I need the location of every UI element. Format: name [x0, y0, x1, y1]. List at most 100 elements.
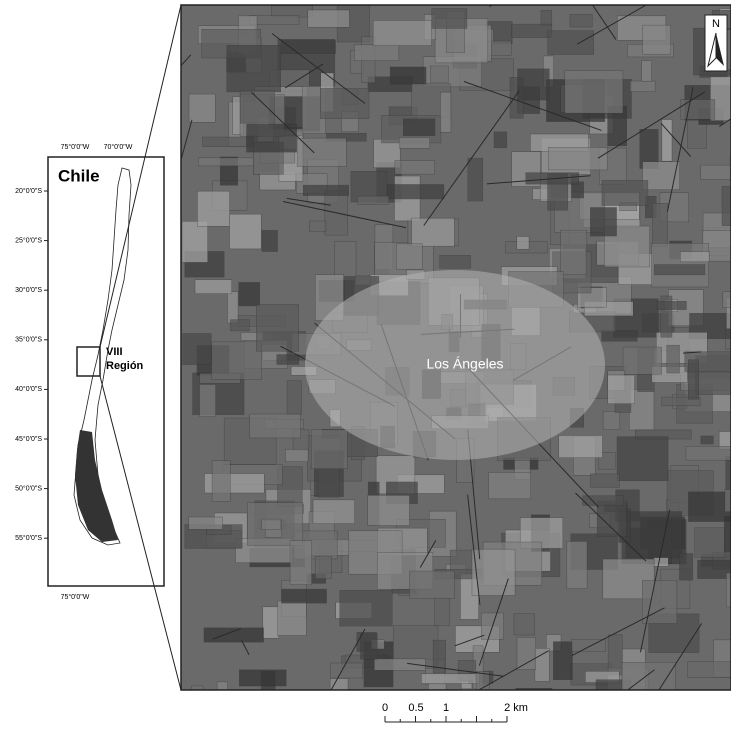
field	[262, 519, 281, 530]
field	[320, 88, 369, 118]
field	[197, 191, 229, 226]
field	[476, 672, 489, 693]
lat-label: 50°0'0"S	[15, 484, 42, 492]
field	[701, 436, 714, 444]
north-label: N	[712, 18, 720, 30]
field	[643, 25, 671, 54]
field	[277, 355, 299, 365]
field	[617, 437, 668, 481]
field	[212, 461, 230, 502]
field	[239, 670, 286, 686]
field	[198, 158, 254, 166]
field	[239, 282, 260, 306]
field	[623, 347, 662, 374]
field	[559, 435, 603, 457]
field	[643, 162, 680, 190]
field	[403, 119, 435, 136]
field	[230, 214, 262, 249]
field	[230, 320, 249, 331]
field	[278, 601, 307, 636]
field	[182, 221, 208, 262]
field	[626, 512, 682, 558]
field	[548, 31, 594, 55]
field	[654, 265, 705, 275]
field	[354, 45, 399, 61]
field	[553, 642, 572, 680]
field	[285, 449, 308, 461]
field	[195, 280, 232, 294]
field	[511, 24, 551, 38]
field	[654, 558, 668, 567]
field	[723, 292, 731, 308]
field	[202, 137, 254, 147]
field	[399, 137, 430, 148]
field	[570, 14, 592, 27]
field	[688, 492, 731, 522]
field	[256, 304, 298, 351]
field	[695, 528, 725, 558]
field	[204, 628, 264, 642]
field	[330, 679, 348, 725]
field	[358, 196, 389, 204]
field	[688, 662, 731, 678]
field	[608, 635, 622, 675]
lat-label: 30°0'0"S	[15, 286, 42, 294]
field	[421, 674, 479, 684]
field	[608, 375, 635, 404]
field	[535, 648, 549, 681]
field	[282, 589, 327, 603]
field	[434, 598, 449, 626]
field	[517, 236, 529, 249]
field	[240, 90, 274, 123]
field	[189, 517, 223, 529]
lon-label: 70°0'0"W	[104, 143, 133, 151]
lat-label: 40°0'0"S	[15, 385, 42, 393]
field	[494, 132, 507, 148]
field	[541, 10, 552, 25]
region-label: VIII	[106, 346, 123, 358]
field	[290, 541, 312, 585]
field	[701, 165, 731, 179]
field	[373, 20, 432, 45]
field	[315, 557, 332, 579]
lat-label: 35°0'0"S	[15, 336, 42, 344]
field	[518, 69, 550, 100]
field	[657, 301, 686, 309]
field	[440, 255, 471, 268]
field	[432, 8, 467, 28]
field	[468, 158, 483, 201]
lat-label: 45°0'0"S	[15, 435, 42, 443]
scale-label: 2 km	[504, 702, 528, 714]
field	[263, 607, 279, 638]
field	[514, 614, 535, 635]
field	[250, 414, 301, 438]
field	[561, 230, 587, 275]
figure: Los Ángeles N Chile VIII Región 75°0'0"W…	[0, 0, 731, 728]
field	[227, 45, 281, 92]
field	[360, 634, 377, 660]
field	[183, 333, 211, 364]
field	[461, 682, 472, 708]
field	[591, 474, 620, 487]
field	[368, 495, 410, 525]
inset-title: Chile	[58, 166, 100, 185]
lon-label: 75°0'0"W	[61, 593, 90, 601]
field	[548, 147, 607, 170]
field	[652, 203, 667, 246]
region-label: Región	[106, 360, 144, 372]
lat-label: 55°0'0"S	[15, 534, 42, 542]
field	[287, 381, 301, 415]
field	[310, 221, 326, 231]
field	[311, 430, 347, 469]
lon-label: 75°0'0"W	[61, 143, 90, 151]
city-label: Los Ángeles	[426, 356, 503, 372]
field	[688, 360, 699, 400]
field	[303, 185, 349, 196]
scale-label: 1	[443, 702, 449, 714]
field	[192, 686, 204, 726]
field	[262, 230, 278, 251]
field	[340, 590, 392, 626]
field	[590, 207, 616, 236]
field	[725, 490, 731, 512]
